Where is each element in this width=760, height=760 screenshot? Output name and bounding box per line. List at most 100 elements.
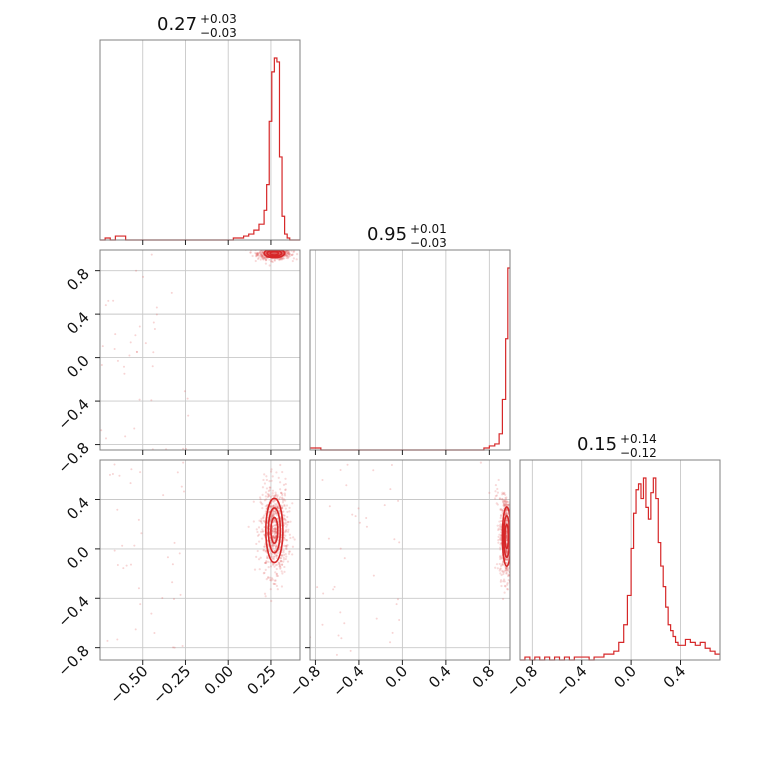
sample-point (505, 517, 508, 520)
sample-point (275, 545, 278, 548)
outlier-point (162, 494, 165, 497)
sample-point (488, 491, 491, 494)
sample-point (259, 530, 263, 533)
title-plus-2: +0.01 (410, 222, 447, 236)
sample-point (291, 545, 295, 548)
outlier-point (152, 321, 155, 324)
sample-point (280, 257, 283, 260)
outlier-point (138, 398, 141, 401)
outlier-point (375, 617, 378, 620)
sample-point (274, 544, 277, 548)
sample-point (505, 512, 508, 515)
sample-point (505, 513, 508, 516)
histogram-line (100, 57, 300, 241)
sample-point (280, 563, 284, 566)
sample-point (500, 584, 503, 588)
sample-point (278, 561, 281, 564)
outlier-point (332, 588, 335, 591)
x-tick-label: 0.25 (243, 662, 279, 698)
sample-point (505, 549, 509, 552)
sample-point (265, 258, 268, 261)
sample-point (279, 566, 282, 569)
title-value-2: 0.95 (367, 224, 407, 245)
sample-point (288, 506, 291, 509)
sample-point (501, 511, 504, 514)
sample-point (279, 567, 282, 570)
sample-point (258, 540, 261, 543)
sample-point (270, 555, 273, 559)
outlier-point (142, 275, 145, 278)
outlier-point (365, 517, 368, 520)
sample-point (270, 505, 273, 508)
y-tick-label: −0.4 (54, 592, 92, 630)
sample-point (273, 531, 276, 534)
y-tick-label: 0.4 (63, 308, 93, 338)
sample-point (501, 564, 504, 567)
y-tick-label: −0.8 (54, 642, 92, 680)
y-tick-label: −0.8 (54, 439, 92, 477)
sample-point (502, 503, 506, 506)
sample-point (268, 549, 271, 552)
sample-point (283, 531, 286, 534)
sample-point (270, 257, 273, 261)
outlier-point (182, 447, 185, 450)
sample-point (276, 552, 279, 555)
sample-point (258, 519, 261, 522)
sample-point (267, 511, 270, 515)
x-tick-label: −0.25 (149, 662, 194, 707)
sample-point (284, 552, 287, 556)
sample-point (499, 515, 503, 518)
sample-point (502, 501, 505, 504)
sample-point (272, 500, 275, 503)
sample-point (502, 500, 505, 503)
sample-point (507, 567, 510, 570)
x-tick-label: −0.4 (329, 662, 367, 700)
sample-point (264, 549, 268, 553)
sample-point (272, 247, 274, 249)
sample-point (272, 535, 276, 538)
sample-point (271, 494, 274, 497)
sample-point (499, 514, 503, 517)
sample-point (499, 572, 502, 575)
sample-point (275, 554, 279, 557)
outlier-point (106, 639, 109, 642)
sample-point (259, 556, 262, 559)
sample-point (507, 503, 510, 507)
sample-point (268, 576, 272, 579)
sample-point (260, 251, 264, 254)
sample-point (267, 494, 270, 497)
sample-point (271, 492, 274, 495)
axes-frame (309, 249, 511, 451)
sample-point (270, 260, 273, 263)
sample-point (275, 247, 277, 249)
outlier-point (166, 556, 169, 559)
sample-point (504, 585, 507, 588)
sample-point (504, 502, 507, 505)
outlier-point (104, 304, 107, 307)
sample-point (273, 536, 276, 539)
outlier-point (396, 598, 399, 601)
sample-point (262, 516, 265, 520)
outlier-point (122, 567, 125, 570)
sample-point (284, 534, 287, 537)
sample-point (281, 563, 284, 566)
sample-point (278, 245, 280, 247)
title-param-3: 0.15 +0.14 −0.12 (577, 432, 657, 460)
sample-point (273, 555, 276, 558)
sample-point (288, 253, 291, 256)
sample-point (266, 495, 269, 499)
sample-point (507, 503, 510, 507)
sample-point (274, 531, 277, 534)
sample-point (505, 530, 508, 533)
sample-point (285, 539, 289, 542)
y-tick-label: 0.0 (63, 543, 93, 573)
sample-point (498, 497, 502, 500)
sample-point (279, 559, 282, 562)
sample-point (277, 561, 280, 564)
sample-point (274, 532, 277, 535)
sample-point (274, 252, 277, 255)
sample-point (278, 247, 280, 249)
sample-point (279, 496, 282, 499)
sample-point (504, 569, 507, 572)
sample-point (260, 254, 263, 257)
